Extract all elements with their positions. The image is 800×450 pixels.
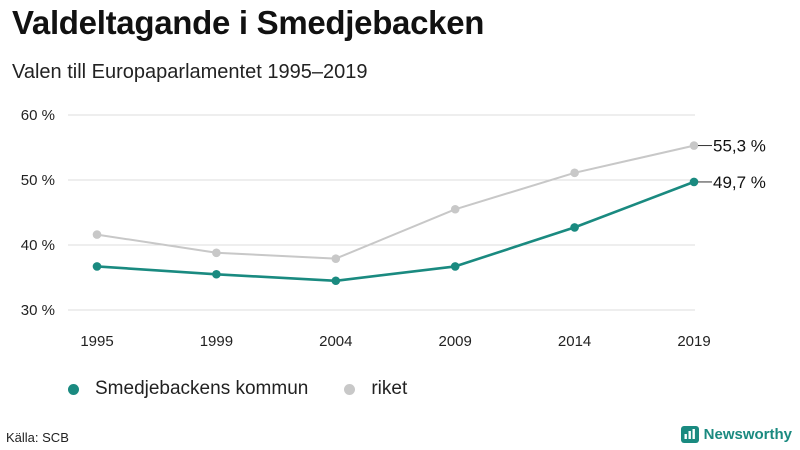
x-tick-label-1995: 1995 <box>80 333 113 350</box>
brand-name: Newsworthy <box>703 426 792 443</box>
data-point-kommun-2009 <box>450 262 460 271</box>
data-point-kommun-2019 <box>689 177 699 187</box>
y-tick-label: 60 % <box>21 107 55 124</box>
y-tick-label: 40 % <box>21 237 55 254</box>
end-label-kommun: 49,7 % <box>713 173 766 192</box>
end-label-riket: 55,3 % <box>713 137 766 156</box>
x-tick-label-1999: 1999 <box>200 333 233 350</box>
y-tick-label: 50 % <box>21 172 55 189</box>
data-point-kommun-2014 <box>570 223 579 232</box>
legend-label-kommun: Smedjebackens kommun <box>95 378 309 399</box>
data-point-riket-1995 <box>92 230 102 239</box>
legend-item-kommun: Smedjebackens kommun <box>68 378 308 400</box>
data-point-riket-2004 <box>331 254 341 263</box>
data-point-riket-2009 <box>450 204 460 214</box>
chart-subtitle: Valen till Europaparlamentet 1995–2019 <box>12 61 368 83</box>
x-tick-label-2009: 2009 <box>439 333 472 350</box>
legend-item-riket: riket <box>344 378 407 400</box>
source-note: Källa: SCB <box>6 430 69 445</box>
data-point-riket-2014 <box>570 168 579 178</box>
data-point-kommun-1995 <box>92 262 102 271</box>
line-chart: 30 % 40 % 50 % 60 % 1995 1999 2004 2009 2014 2019… <box>21 107 766 350</box>
data-point-riket-1999 <box>212 248 221 258</box>
series-line-kommun <box>96 180 695 283</box>
x-tick-label-2014: 2014 <box>558 333 591 350</box>
chart-legend: Smedjebackens kommun riket <box>68 378 443 400</box>
chart-title: Valdeltagande i Smedjebacken <box>12 4 485 41</box>
legend-label-riket: riket <box>371 378 408 399</box>
x-tick-label-2019: 2019 <box>677 333 710 350</box>
data-point-riket-2019 <box>689 141 699 150</box>
data-point-kommun-2004 <box>331 276 341 286</box>
legend-marker-riket <box>344 383 356 395</box>
x-tick-label-2004: 2004 <box>319 333 352 350</box>
series-line-riket <box>96 144 695 260</box>
brand-logo[interactable]: Newsworthy <box>680 426 792 443</box>
y-tick-label: 30 % <box>21 302 55 319</box>
data-point-kommun-1999 <box>212 269 221 279</box>
legend-marker-kommun <box>68 383 79 395</box>
newsworthy-logo-icon <box>680 426 699 443</box>
